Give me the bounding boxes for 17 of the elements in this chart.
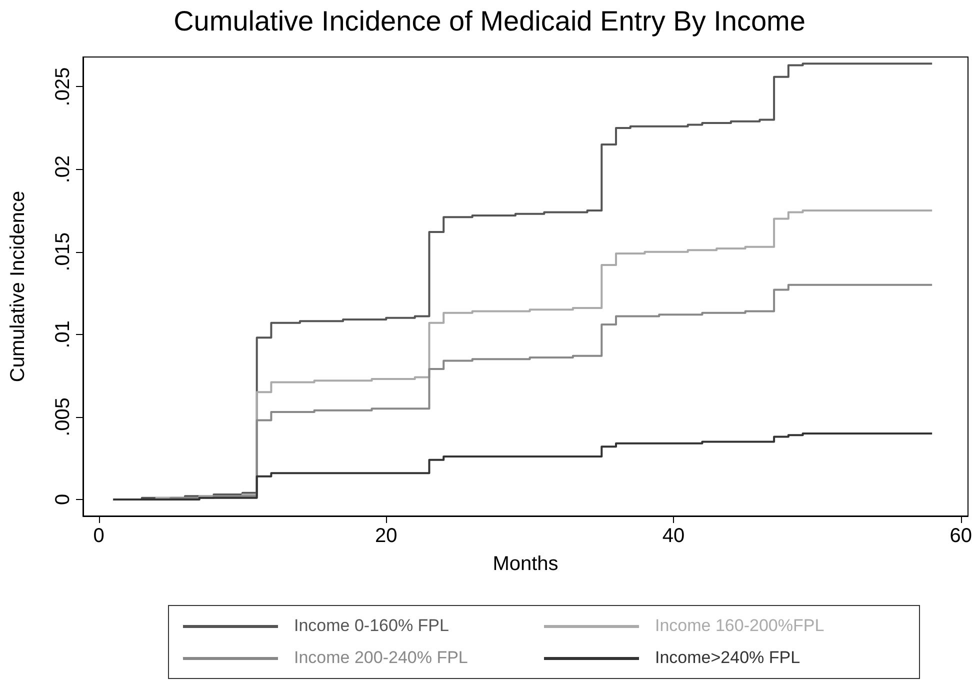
x-tick-label: 60	[950, 525, 972, 547]
text: Income 0-160% FPL	[294, 616, 449, 636]
y-tick-label: .005	[52, 397, 74, 436]
y-tick-label: .015	[52, 232, 74, 272]
x-axis-title: Months	[492, 553, 558, 575]
y-axis-title: Cumulative Incidence	[7, 190, 29, 382]
text: Income 160-200%FPL	[655, 616, 824, 636]
y-tick-label: .025	[52, 67, 74, 106]
chart-title: Cumulative Incidence of Medicaid Entry By Income	[174, 6, 806, 36]
x-tick-label: 20	[375, 525, 398, 547]
y-tick-label: .01	[52, 320, 74, 348]
x-tick-label: 0	[93, 525, 104, 547]
y-tick-label: 0	[52, 494, 74, 506]
text: Income 200-240% FPL	[294, 648, 468, 668]
text: Income>240% FPL	[655, 648, 800, 668]
x-tick-label: 40	[662, 525, 685, 547]
y-tick-label: .02	[52, 155, 74, 184]
